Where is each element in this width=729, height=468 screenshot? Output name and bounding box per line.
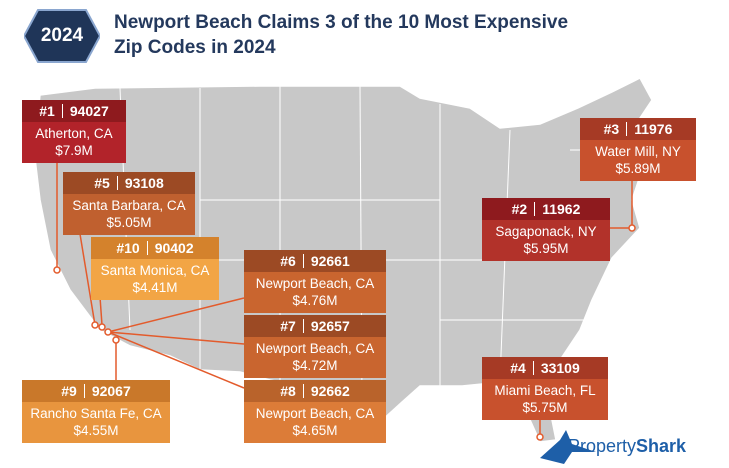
logo-text-bold: Shark <box>636 436 687 456</box>
rank: #4 <box>510 360 526 376</box>
place: Water Mill, NY <box>595 144 681 159</box>
zip-code: 11962 <box>542 201 581 217</box>
callout: #5 93108 Santa Barbara, CA $5.05M <box>63 172 195 235</box>
place: Santa Barbara, CA <box>72 198 186 213</box>
price: $5.95M <box>523 241 569 256</box>
place: Newport Beach, CA <box>255 276 375 291</box>
location-dots <box>53 224 636 441</box>
callout-header: #9 92067 <box>22 380 170 402</box>
separator <box>302 254 304 268</box>
logo: PropertyShark <box>568 436 686 457</box>
badge-hexagon <box>22 9 102 63</box>
zip-code: 93108 <box>124 175 164 191</box>
place: Sagaponack, NY <box>495 224 597 239</box>
callout: #10 90402 Santa Monica, CA $4.41M <box>91 237 219 300</box>
zip-code: 90402 <box>154 240 194 256</box>
callout-body: Newport Beach, CA $4.72M <box>244 337 386 378</box>
place: Newport Beach, CA <box>255 406 375 421</box>
logo-text: Property <box>568 436 637 456</box>
separator <box>302 384 304 398</box>
callout-body: Water Mill, NY $5.89M <box>580 140 696 181</box>
separator <box>83 384 85 398</box>
callout: #2 11962 Sagaponack, NY $5.95M <box>482 198 610 261</box>
place: Rancho Santa Fe, CA <box>30 406 162 421</box>
callout: #8 92662 Newport Beach, CA $4.65M <box>244 380 386 443</box>
zip-code: 92662 <box>310 383 350 399</box>
zip-code: 92657 <box>310 318 350 334</box>
callout: #6 92661 Newport Beach, CA $4.76M <box>244 250 386 313</box>
separator <box>532 361 534 375</box>
callout-body: Newport Beach, CA $4.76M <box>244 272 386 313</box>
place: Santa Monica, CA <box>100 263 210 278</box>
separator <box>302 319 304 333</box>
rank: #8 <box>280 383 296 399</box>
rank: #6 <box>280 253 296 269</box>
price: $7.9M <box>55 143 93 158</box>
price: $5.05M <box>106 215 152 230</box>
callout-body: Newport Beach, CA $4.65M <box>244 402 386 443</box>
callout: #4 33109 Miami Beach, FL $5.75M <box>482 357 608 420</box>
price: $4.72M <box>292 358 338 373</box>
badge-text: 2024 <box>40 25 84 46</box>
callout-header: #2 11962 <box>482 198 610 220</box>
place: Miami Beach, FL <box>494 383 596 398</box>
separator <box>61 104 63 118</box>
zip-code: 11976 <box>634 121 673 137</box>
rank: #5 <box>94 175 110 191</box>
rank: #10 <box>116 240 140 256</box>
callout-body: Sagaponack, NY $5.95M <box>482 220 610 261</box>
year-badge: 2024 <box>22 8 102 64</box>
callout: #1 94027 Atherton, CA $7.9M <box>22 100 126 163</box>
callout-header: #6 92661 <box>244 250 386 272</box>
price: $4.65M <box>292 423 338 438</box>
separator <box>146 241 148 255</box>
callout-header: #5 93108 <box>63 172 195 194</box>
callout-header: #10 90402 <box>91 237 219 259</box>
title: Newport Beach Claims 3 of the 10 Most Ex… <box>114 10 568 60</box>
callout-body: Miami Beach, FL $5.75M <box>482 379 608 420</box>
price: $4.41M <box>132 280 178 295</box>
price: $5.89M <box>615 161 661 176</box>
logo-icon <box>540 430 596 464</box>
price: $4.55M <box>73 423 119 438</box>
place: Atherton, CA <box>35 126 113 141</box>
callout: #9 92067 Rancho Santa Fe, CA $4.55M <box>22 380 170 443</box>
callout-header: #3 11976 <box>580 118 696 140</box>
callout-body: Santa Monica, CA $4.41M <box>91 259 219 300</box>
rank: #3 <box>603 121 620 137</box>
callout-header: #8 92662 <box>244 380 386 402</box>
rank: #7 <box>280 318 296 334</box>
separator <box>534 202 536 216</box>
callout-header: #1 94027 <box>22 100 126 122</box>
callout-body: Rancho Santa Fe, CA $4.55M <box>22 402 170 443</box>
title-line: Zip Codes in 2024 <box>114 37 276 58</box>
callout: #7 92657 Newport Beach, CA $4.72M <box>244 315 386 378</box>
place: Newport Beach, CA <box>255 341 375 356</box>
separator <box>116 176 118 190</box>
zip-code: 33109 <box>540 360 580 376</box>
title-line: Newport Beach Claims 3 of the 10 Most Ex… <box>114 12 569 33</box>
leader-lines <box>56 162 633 437</box>
price: $5.75M <box>522 400 568 415</box>
rank: #9 <box>61 383 77 399</box>
separator <box>626 122 628 136</box>
callout-body: Santa Barbara, CA $5.05M <box>63 194 195 235</box>
callout-header: #7 92657 <box>244 315 386 337</box>
rank: #1 <box>39 103 55 119</box>
rank: #2 <box>511 201 528 217</box>
callout: #3 11976 Water Mill, NY $5.89M <box>580 118 696 181</box>
zip-code: 92661 <box>310 253 350 269</box>
callout-header: #4 33109 <box>482 357 608 379</box>
callout-body: Atherton, CA $7.9M <box>22 122 126 163</box>
zip-code: 92067 <box>91 383 131 399</box>
price: $4.76M <box>292 293 338 308</box>
zip-code: 94027 <box>69 103 109 119</box>
